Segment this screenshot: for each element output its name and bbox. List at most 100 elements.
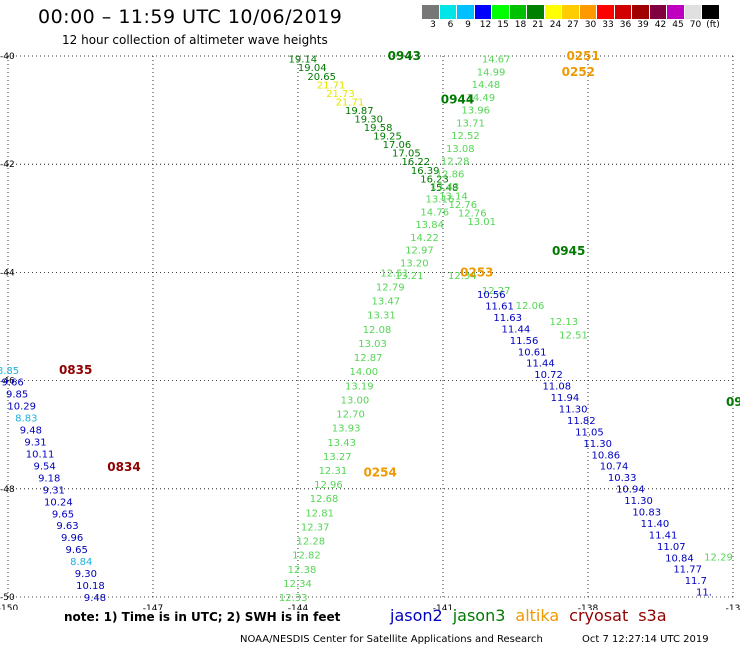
wave-height-point: 12.27 [482, 286, 511, 297]
wave-height-point: 20.65 [307, 72, 336, 83]
color-scale-label: 30 [584, 20, 597, 30]
pass-labels: 0943094409450946094702510252025302540835… [59, 49, 740, 480]
color-scale-cell [579, 5, 597, 19]
color-scale-labels: 3 6 9 12 15 18 21 24 27 30 33 36 39 42 45 70 (ft) [422, 20, 740, 32]
wave-height-point: 13.93 [332, 424, 361, 435]
wave-height-point: 13.96 [461, 106, 490, 117]
y-tick-label: -40 [0, 52, 15, 62]
color-scale-label: 3 [430, 20, 436, 30]
wave-height-point: 12.31 [319, 466, 348, 477]
color-scale-cell [509, 5, 527, 19]
color-scale-label: 27 [567, 20, 579, 30]
color-scale-cell [684, 5, 702, 19]
wave-height-point: 12.51 [380, 268, 409, 279]
color-scale-cell [667, 5, 685, 19]
color-scale-cell [632, 5, 650, 19]
wave-height-point: 14.22 [410, 233, 439, 244]
observation-labels: 19.1419.0420.6521.7121.7321.7119.8719.30… [0, 55, 733, 604]
grid-lines [7, 55, 734, 598]
wave-height-point: 16.23 [420, 174, 449, 185]
wave-height-point: 9.65 [66, 545, 88, 556]
wave-height-point: 13.84 [415, 220, 444, 231]
wave-height-point: 9.65 [52, 509, 74, 520]
wave-height-point: 13.27 [323, 452, 352, 463]
wave-height-point: 10.24 [44, 497, 73, 508]
wave-height-point: 11.82 [567, 416, 596, 427]
wave-height-point: 11.30 [583, 439, 612, 450]
wave-height-point: 21.73 [326, 89, 355, 100]
legend-entry: s3a [638, 606, 667, 625]
wave-height-point: 13.71 [456, 118, 485, 129]
legend-entry: cryosat [569, 606, 629, 625]
wave-height-map: -40 -42 -44 -46 -48 -50-150 -147 -144 -141 -138 -1… [0, 49, 740, 610]
wave-height-point: 14.00 [349, 367, 378, 378]
wave-height-point: 12.81 [305, 508, 334, 519]
y-tick-label: -50 [0, 593, 15, 603]
color-scale-label: 9 [465, 20, 471, 30]
wave-height-point: 11.05 [575, 427, 604, 438]
x-tick-label: -150 [0, 604, 18, 610]
pass-number-label: 0254 [363, 466, 396, 480]
color-scale-label: 39 [637, 20, 649, 30]
color-scale-label: 6 [447, 20, 454, 30]
wave-height-point: 12.97 [405, 246, 434, 257]
wave-height-point: 11.07 [657, 542, 686, 553]
wave-height-point: 13.31 [367, 311, 396, 322]
wave-height-point: 14.67 [482, 55, 511, 66]
wave-height-point: 11.77 [673, 565, 702, 576]
wave-height-point: 11.44 [526, 359, 555, 370]
color-scale-label: (ft) [706, 20, 720, 30]
legend-entry: altika [515, 606, 560, 625]
pass-number-label: 0834 [107, 460, 140, 474]
wave-height-point: 15.48 [430, 183, 459, 194]
pass-number-label: 0946 [726, 395, 740, 409]
wave-height-point: 13.14 [439, 191, 468, 202]
pass-number-label: 0835 [59, 363, 92, 377]
wave-height-point: 12.87 [354, 353, 383, 364]
wave-height-point: 10.94 [616, 485, 645, 496]
wave-height-point: 9.63 [56, 521, 78, 532]
wave-height-point: 13.19 [345, 381, 374, 392]
x-tick-label: -144 [288, 604, 309, 610]
wave-height-point: 12.52 [451, 131, 480, 142]
chart-title: 00:00 – 11:59 UTC 10/06/2019 [38, 6, 343, 28]
color-scale-label: 15 [497, 20, 509, 30]
y-tick-label: -42 [0, 160, 15, 170]
color-scale-cell [597, 5, 615, 19]
legend-entry: jason3 [452, 606, 506, 625]
x-tick-label: -141 [433, 604, 453, 610]
wave-height-point: 12.06 [516, 301, 545, 312]
wave-height-point: 12.96 [314, 480, 343, 491]
color-scale-cell [527, 5, 545, 19]
color-scale-cell [562, 5, 580, 19]
credit-line: NOAA/NESDIS Center for Satellite Applica… [240, 634, 543, 645]
wave-height-point: 8.83 [15, 414, 37, 425]
wave-height-point: 11.30 [559, 404, 588, 415]
wave-height-point: 12.37 [301, 522, 330, 533]
color-scale-label: 21 [532, 20, 544, 30]
wave-height-point: 10.29 [7, 402, 36, 413]
wave-height-point: 9.31 [43, 485, 65, 496]
wave-height-point: 19.25 [373, 132, 402, 143]
x-tick-label: -13 [726, 604, 740, 610]
y-tick-label: -44 [0, 268, 15, 278]
color-scale-cell [544, 5, 562, 19]
wave-height-point: 10.18 [76, 581, 105, 592]
wave-height-point: 12.76 [449, 200, 478, 211]
color-scale-label: 12 [479, 20, 492, 30]
wave-height-point: 11.44 [502, 324, 531, 335]
wave-height-point: 10.84 [665, 553, 694, 564]
wave-height-point: 12.08 [363, 325, 392, 336]
wave-height-point: 13.16 [426, 195, 455, 206]
color-scale-cell [614, 5, 632, 19]
wave-height-point: 12.28 [441, 157, 470, 168]
wave-height-point: 9.30 [75, 569, 97, 580]
footnote: note: 1) Time is in UTC; 2) SWH is in fe… [64, 610, 341, 624]
wave-height-point: 11.61 [485, 301, 514, 312]
wave-height-point: 10.86 [592, 450, 621, 461]
wave-height-point: 12.86 [436, 169, 465, 180]
wave-height-point: 19.30 [354, 114, 383, 125]
wave-height-point: 21.71 [317, 80, 346, 91]
wave-height-point: 13.03 [358, 339, 387, 350]
wave-height-point: 17.05 [392, 149, 421, 160]
